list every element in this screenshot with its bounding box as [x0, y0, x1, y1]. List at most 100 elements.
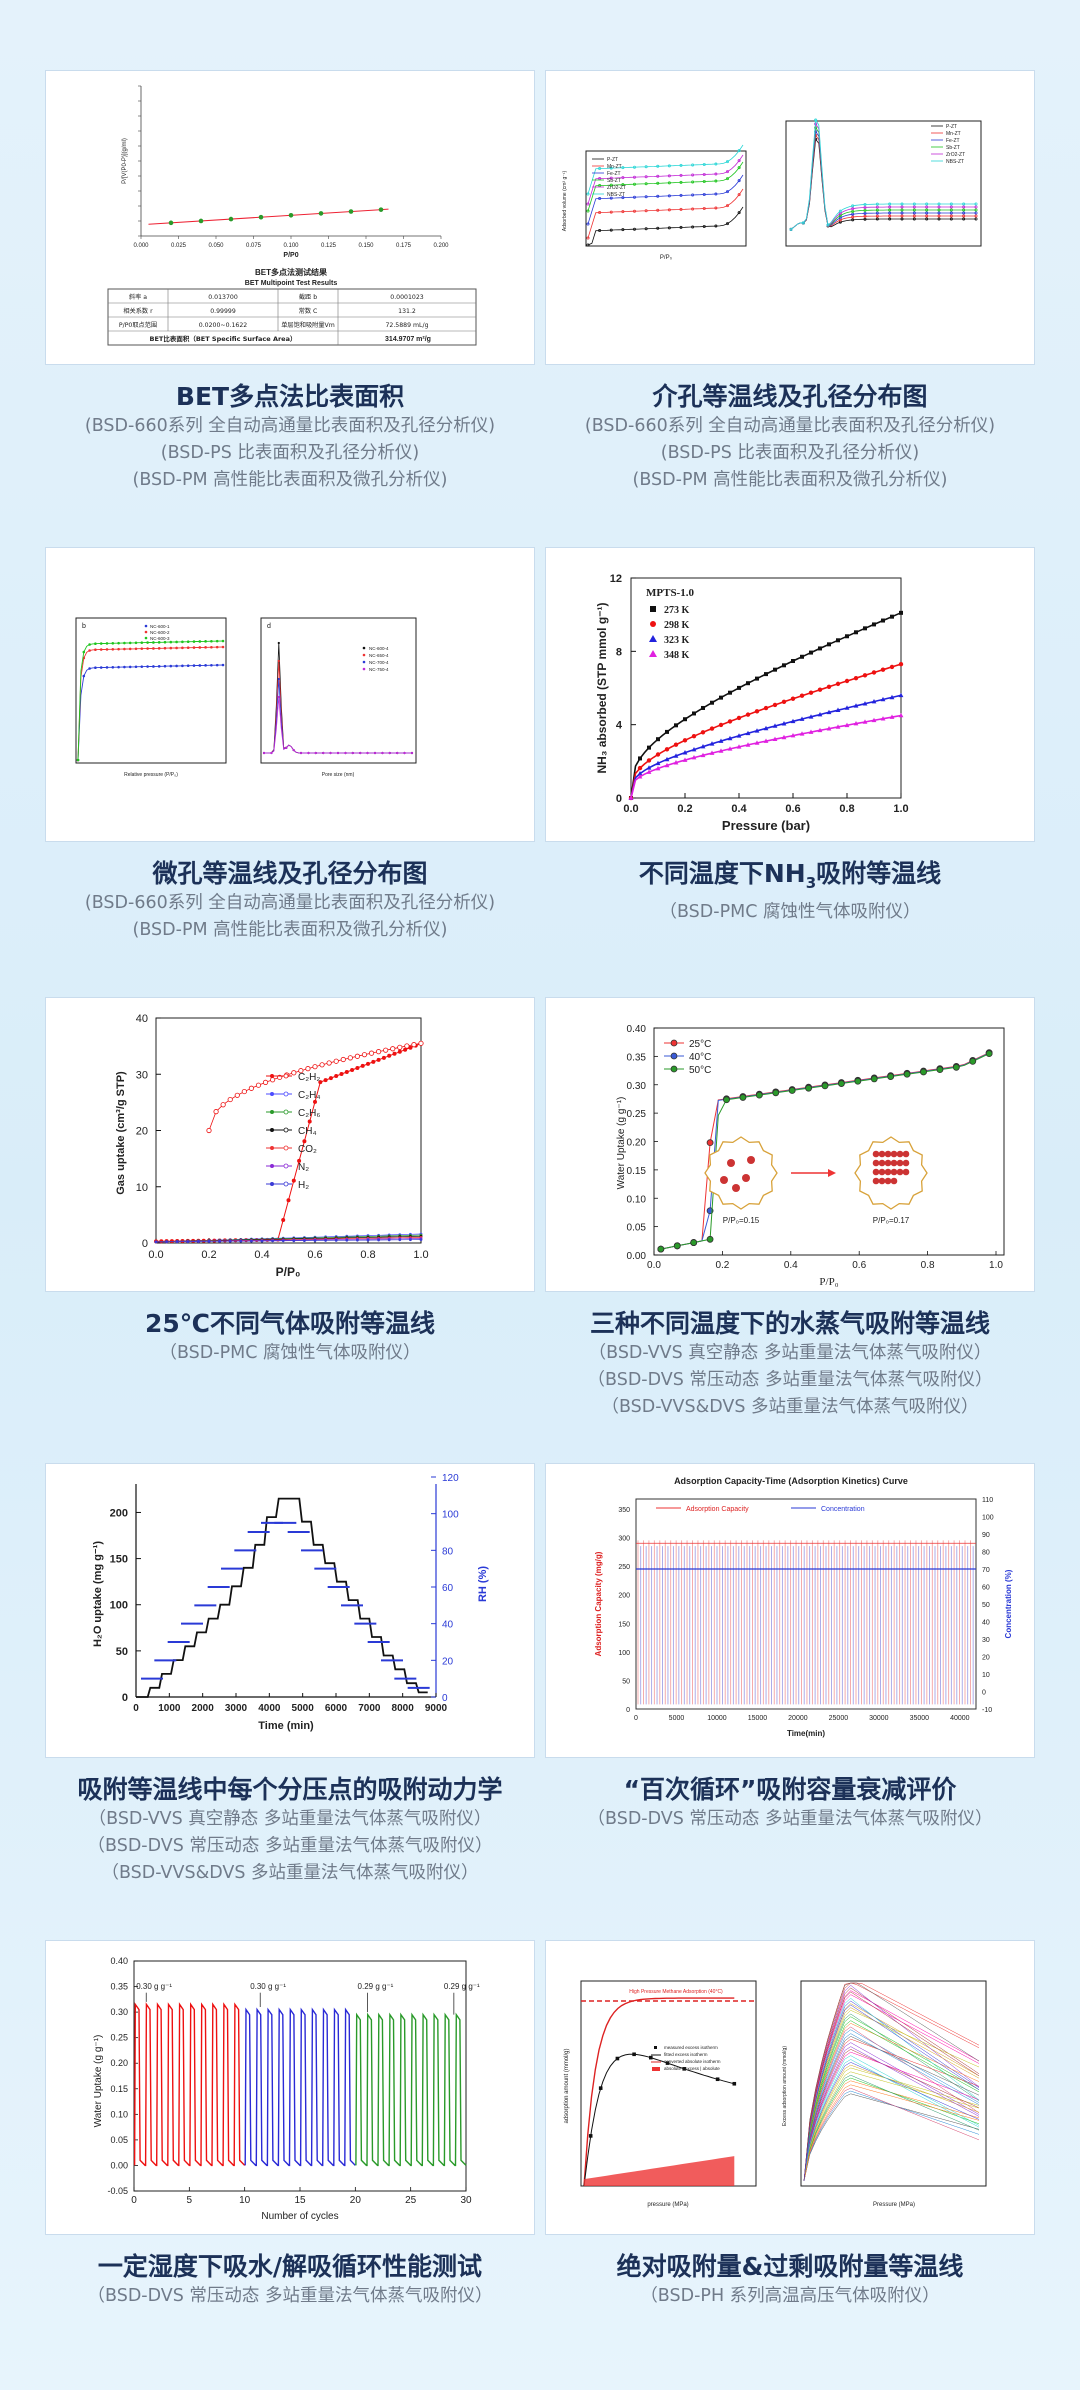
data-point	[691, 755, 697, 760]
c2h2-des-point	[305, 1066, 311, 1072]
water-figure: 0.00 0.05 0.10 0.15 0.20 0.25 0.30 0.35 0.40 0.0 0…	[545, 997, 1035, 1292]
data-point	[674, 723, 678, 728]
micro-point	[105, 666, 109, 669]
isotherm-point	[725, 170, 729, 174]
x-tick-label: 20000	[788, 1715, 808, 1722]
y-tick-label: 0.15	[627, 1166, 647, 1177]
bet-point	[288, 213, 294, 218]
y-axis-label: Water Uptake (g g⁻¹)	[93, 2035, 104, 2128]
data-point	[727, 746, 733, 751]
gas-point	[313, 1239, 317, 1242]
legend-marker	[649, 650, 657, 657]
water-point	[952, 1063, 960, 1071]
legend-label: C₂H₄	[298, 1090, 320, 1101]
micro-dist-point	[351, 751, 354, 755]
c2h2-des-point	[206, 1127, 212, 1134]
legend-label: 273 K	[664, 605, 690, 616]
water-point	[690, 1239, 698, 1246]
gas-point	[334, 1238, 338, 1242]
isotherm-point	[702, 193, 706, 197]
micro-point	[186, 664, 190, 668]
isotherm-0	[587, 206, 744, 246]
micro-point	[134, 647, 138, 651]
isotherm-point	[714, 192, 718, 196]
y-tick-label: 200	[618, 1593, 630, 1600]
pore-point	[925, 202, 929, 206]
micro-point	[117, 665, 120, 669]
water-molecule	[884, 1159, 892, 1167]
legend-label: NC-600-1	[150, 624, 170, 629]
excess-curve	[803, 2059, 980, 2182]
water-point	[985, 1050, 993, 1058]
micro-point	[82, 650, 86, 654]
water-point	[723, 1096, 730, 1104]
pore-point	[875, 211, 879, 215]
micro-point	[111, 665, 115, 669]
x-tick-label: 0.8	[921, 1260, 935, 1271]
data-point	[809, 650, 813, 655]
micro-dist-point	[314, 751, 317, 755]
excess-curve	[803, 2000, 980, 2182]
data-point	[764, 672, 768, 677]
isotherm-point	[667, 181, 671, 185]
inset-label: P/P₀=0.17	[873, 1216, 910, 1225]
micro-dist-point	[410, 751, 414, 755]
y-tick-label: 8	[616, 646, 622, 658]
x-tick-label: 30000	[869, 1715, 889, 1722]
y-tick-label: 0.10	[110, 2109, 128, 2119]
y-tick-label: 100	[110, 1600, 128, 1612]
excess-curve	[803, 1997, 980, 2182]
pore-point	[949, 211, 953, 215]
isotherm-point	[609, 166, 613, 170]
isotherm-point	[633, 195, 637, 199]
data-point	[818, 646, 822, 651]
isotherm-point	[621, 210, 625, 214]
legend-label: CH₄	[298, 1126, 317, 1137]
water-point	[788, 1087, 796, 1094]
c2h2-des-point	[291, 1070, 297, 1076]
isotherm-point	[725, 177, 729, 181]
pore-point	[900, 208, 904, 212]
water-molecule	[902, 1159, 910, 1167]
micro-point	[140, 665, 144, 668]
data-point	[637, 765, 643, 771]
isotherm-point	[598, 229, 602, 233]
micro-point	[221, 663, 225, 667]
table-cell: 相关系数 r	[123, 307, 153, 315]
x-tick-label: 40000	[950, 1715, 970, 1722]
y-tick-label-right: 10	[982, 1672, 990, 1679]
micro-point	[198, 646, 202, 649]
data-point	[700, 752, 706, 758]
y-tick-label-right: 120	[442, 1473, 459, 1484]
x-tick-label: 6000	[325, 1703, 348, 1714]
c2h2-ads-point	[371, 1059, 376, 1064]
micro-point	[123, 665, 126, 669]
item-title: BET多点法比表面积	[175, 382, 405, 411]
gas-point	[292, 1239, 296, 1243]
y-tick-label: 12	[610, 573, 622, 585]
isotherm-point	[691, 173, 695, 177]
x-tick-label: 3000	[225, 1703, 248, 1714]
gas-point	[281, 1239, 285, 1243]
legend-marker	[650, 621, 656, 627]
isotherm-point	[609, 228, 613, 232]
x-tick-label: 0.6	[785, 803, 800, 815]
isotherm-point	[656, 226, 660, 230]
micro-point	[99, 666, 103, 669]
excess-curve	[803, 2084, 980, 2182]
cycles-chart: Adsorption Capacity-Time (Adsorption Kin…	[594, 1476, 1013, 1738]
micro-point	[169, 646, 173, 650]
x-tick-label: 1.0	[989, 1260, 1003, 1271]
c2h2-des-point	[220, 1102, 226, 1108]
isotherm-point	[621, 183, 625, 187]
isotherm-point	[644, 195, 648, 199]
pore-point	[863, 205, 867, 209]
pore-point	[925, 211, 929, 215]
data-point	[637, 774, 643, 779]
water-point	[805, 1084, 812, 1092]
isotherm-point	[609, 210, 613, 214]
legend-label: NBS-ZT	[946, 159, 964, 165]
legend-marker	[270, 1182, 274, 1186]
y-tick-label-right: 0	[982, 1690, 986, 1697]
water-molecule	[884, 1168, 892, 1176]
